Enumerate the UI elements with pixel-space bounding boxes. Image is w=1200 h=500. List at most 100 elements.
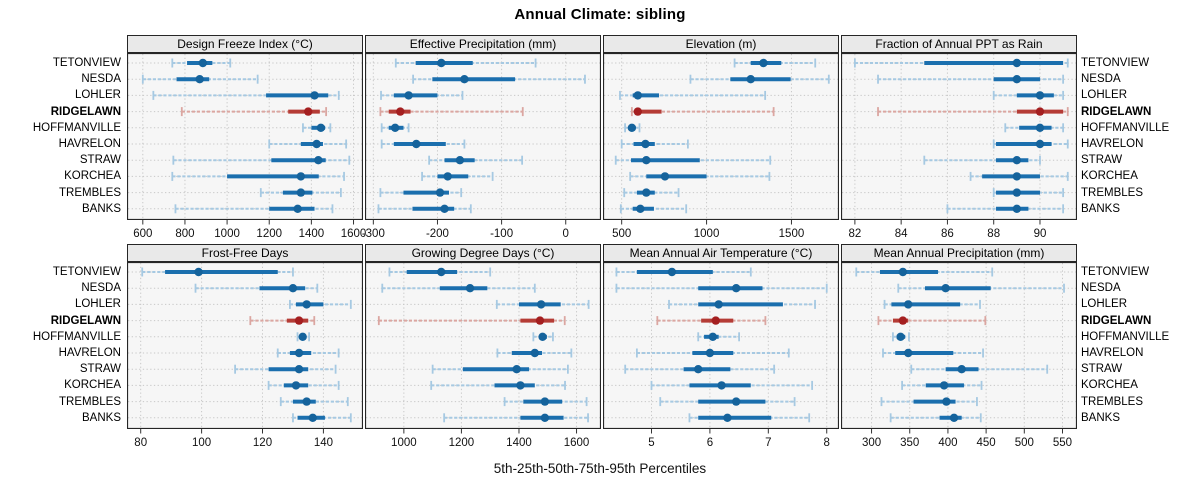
median-dot xyxy=(455,156,465,165)
median-dot xyxy=(316,123,326,132)
median-dot xyxy=(759,58,768,68)
axis-tick-label: 8 xyxy=(824,437,830,449)
median-dot xyxy=(195,75,204,84)
site-label-right-ridgelawn: RIDGELAWN xyxy=(1081,105,1152,118)
figure-title: Annual Climate: sibling xyxy=(514,6,686,23)
axis-tick-label: 6 xyxy=(707,437,713,449)
median-dot xyxy=(711,316,720,325)
interval-row-ridgelawn xyxy=(630,107,775,117)
site-label-right-havrelon: HAVRELON xyxy=(1081,138,1144,150)
interval-row-korchea xyxy=(629,171,771,181)
interval-row-lohler xyxy=(619,90,767,100)
site-label-left-trembles: TREMBLES xyxy=(59,186,121,199)
interval-row-korchea xyxy=(171,171,345,181)
axis-tick-label: 80 xyxy=(134,437,147,449)
axis-tick-label: 0 xyxy=(563,228,569,240)
site-label-left-ridgelawn: RIDGELAWN xyxy=(50,314,121,327)
median-dot xyxy=(198,58,208,68)
interval-row-trembles xyxy=(659,397,796,407)
site-label-right-korchea: KORCHEA xyxy=(1081,379,1138,392)
median-dot xyxy=(460,75,469,84)
median-dot xyxy=(1012,172,1022,181)
interval-row-nesda xyxy=(689,74,830,84)
median-dot xyxy=(535,316,545,325)
axis-tick-label: -200 xyxy=(426,228,449,240)
median-dot xyxy=(312,139,321,149)
median-dot xyxy=(705,348,715,358)
axis-tick-label: 86 xyxy=(941,228,954,240)
median-dot xyxy=(512,365,521,374)
median-dot xyxy=(1012,75,1022,84)
interval-row-lohler xyxy=(992,90,1065,100)
axis-tick-label: 1600 xyxy=(341,228,367,240)
panel-x-axis: 500 1000 1500 xyxy=(612,220,804,240)
median-dot xyxy=(746,75,755,84)
axis-tick-label: 90 xyxy=(1034,228,1047,240)
site-label-left-straw: STRAW xyxy=(79,363,121,376)
median-dot xyxy=(1012,58,1022,68)
median-dot xyxy=(694,365,703,374)
median-dot xyxy=(896,332,905,341)
median-dot xyxy=(942,397,951,406)
interval-row-nesda xyxy=(615,283,828,293)
panel-x-axis: 80 100 120 140 xyxy=(134,429,333,449)
median-dot xyxy=(291,381,301,390)
site-label-left-havrelon: HAVRELON xyxy=(58,347,121,359)
interval-row-havrelon xyxy=(882,348,984,358)
median-dot xyxy=(941,284,950,293)
panel-strip-title: Fraction of Annual PPT as Rain xyxy=(841,35,1077,53)
interval-row-hoffmanville xyxy=(296,332,311,342)
panel-strip-title: Effective Precipitation (mm) xyxy=(365,35,601,53)
interval-row-straw xyxy=(614,155,772,165)
site-label-left-banks: BANKS xyxy=(82,202,121,215)
median-dot xyxy=(642,188,651,197)
site-label-left-ridgelawn: RIDGELAWN xyxy=(50,105,121,118)
axis-tick-label: 1000 xyxy=(214,228,240,240)
panel-x-axis: 600 800 1000 1200 1400 1600 xyxy=(133,220,366,240)
median-dot xyxy=(294,316,304,325)
interval-row-trembles xyxy=(379,188,463,198)
median-dot xyxy=(437,267,446,277)
median-dot xyxy=(642,156,651,165)
interval-row-lohler xyxy=(380,90,464,100)
axis-tick-label: 1400 xyxy=(299,228,325,240)
panel-strip-title: Design Freeze Index (°C) xyxy=(127,35,363,53)
axis-tick-label: 84 xyxy=(895,228,908,240)
panel: Mean Annual Air Temperature (°C) 5 6 7 8 xyxy=(603,244,839,453)
interval-row-havrelon xyxy=(380,139,466,149)
axis-tick-label: 800 xyxy=(175,228,194,240)
median-dot xyxy=(404,91,413,100)
interval-row-ridgelawn xyxy=(180,107,328,117)
interval-row-trembles xyxy=(279,397,349,407)
median-dot xyxy=(298,332,307,341)
median-dot xyxy=(540,397,550,406)
median-dot xyxy=(304,107,313,116)
interval-row-tetonview xyxy=(394,58,537,68)
median-dot xyxy=(536,300,546,309)
panel-plot xyxy=(603,262,839,429)
axis-tick-label: 350 xyxy=(900,437,919,449)
site-label-right-lohler: LOHLER xyxy=(1081,89,1128,102)
axis-tick-label: -300 xyxy=(362,228,385,240)
median-dot xyxy=(310,91,319,100)
median-dot xyxy=(412,139,421,149)
site-label-left-nesda: NESDA xyxy=(81,282,121,295)
median-dot xyxy=(308,413,317,422)
panel-x-axis: 1000 1200 1400 1600 xyxy=(391,429,589,449)
interval-row-ridgelawn xyxy=(877,107,1069,117)
axis-tick-label: 1200 xyxy=(449,437,475,449)
median-dot xyxy=(708,332,718,341)
interval-row-havrelon xyxy=(268,139,348,149)
site-label-right-tetonview: TETONVIEW xyxy=(1081,266,1150,278)
median-dot xyxy=(296,172,306,181)
interval-row-trembles xyxy=(259,188,342,198)
interval-row-straw xyxy=(923,155,1041,165)
median-dot xyxy=(390,123,400,132)
median-dot xyxy=(667,267,677,277)
axis-tick-label: 5 xyxy=(648,437,654,449)
site-label-right-hoffmanville: HOFFMANVILLE xyxy=(1081,330,1170,343)
median-dot xyxy=(1035,91,1045,100)
axis-tick-label: 500 xyxy=(612,228,631,240)
panel: Growing Degree Days (°C) 1000 1200 1400 1600 xyxy=(365,244,601,453)
